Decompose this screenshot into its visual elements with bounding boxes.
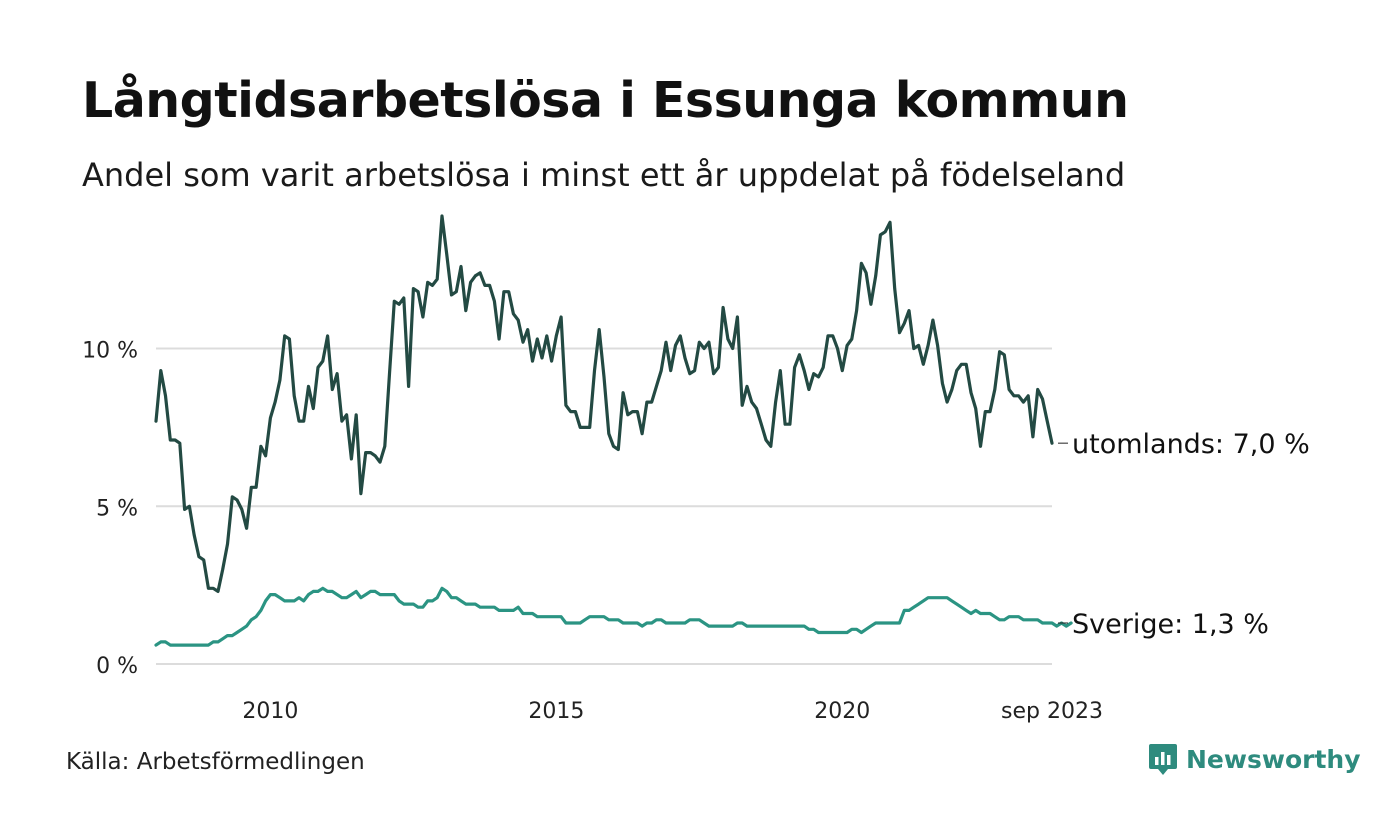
x-tick-label: 2010 [242,699,298,724]
x-tick-label: 2020 [814,699,870,724]
brand-logo[interactable]: Newsworthy [1148,742,1361,776]
series-line-utomlands [154,214,1054,594]
series-lines [154,214,1073,647]
x-tick-label: 2015 [528,699,584,724]
chart-subtitle: Andel som varit arbetslösa i minst ett å… [82,156,1126,194]
x-tick-label: sep 2023 [1001,699,1103,724]
series-end-label-utomlands: utomlands: 7,0 % [1072,429,1310,460]
series-end-label-sverige: Sverige: 1,3 % [1072,609,1269,640]
x-axis-labels: 2010 2015 2020 sep 2023 [242,699,1103,724]
y-tick-label: 5 % [96,496,138,521]
newsworthy-logo-icon [1149,744,1177,775]
brand-name: Newsworthy [1186,744,1361,774]
y-axis-labels: 0 % 5 % 10 % [82,339,138,679]
y-tick-label: 10 % [82,339,138,364]
series-end-labels: utomlands: 7,0 % Sverige: 1,3 % [1058,429,1310,640]
grid-lines [156,347,1052,665]
y-tick-label: 0 % [96,654,138,679]
series-line-sverige [154,586,1073,647]
source-note: Källa: Arbetsförmedlingen [66,749,365,775]
chart-title: Långtidsarbetslösa i Essunga kommun [82,72,1129,129]
